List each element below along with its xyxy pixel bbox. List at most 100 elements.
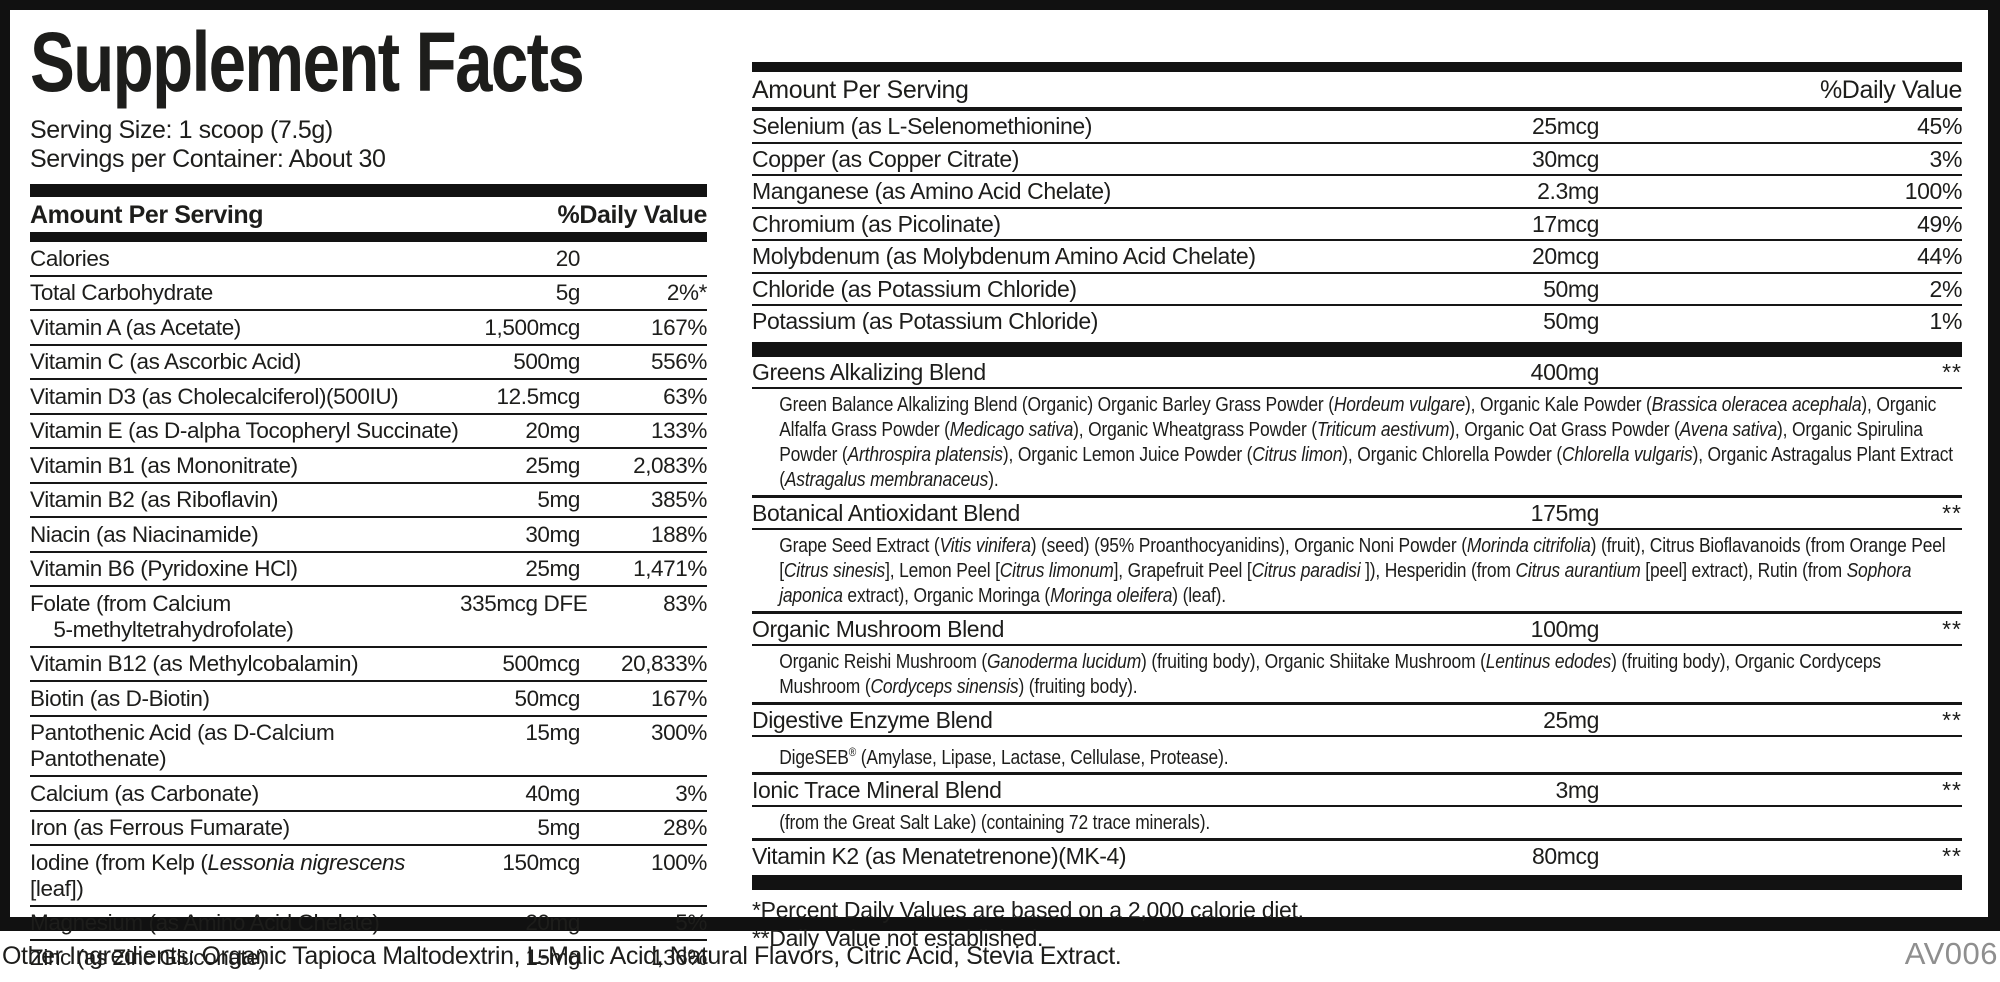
section-divider-bar [752,875,1962,891]
nutrient-daily-value: 2% [1929,275,1963,302]
nutrient-row: Magnesium (as Amino Acid Chelate) 20mg 5… [30,907,707,941]
nutrient-row: Biotin (as D-Biotin) 50mcg 167% [30,682,707,717]
right-table-header: Amount Per Serving %Daily Value [752,72,1962,107]
right-nutrient-table: Selenium (as L-Selenomethionine) 25mcg 4… [752,111,1962,337]
daily-value-label: %Daily Value [1819,76,1962,104]
nutrient-amount: 1,500mcg [484,314,580,340]
nutrient-row: Chloride (as Potassium Chloride) 50mg 2% [752,274,1963,306]
nutrient-name: Vitamin B2 (as Riboflavin) [30,487,279,512]
nutrient-row: Selenium (as L-Selenomethionine) 25mcg 4… [752,111,1962,144]
blend-daily-value: ** [1942,615,1962,642]
left-table-header: Amount Per Serving %Daily Value [30,197,707,232]
nutrient-amount: 17mcg [1531,210,1599,237]
nutrient-daily-value: 100% [651,849,707,875]
nutrient-daily-value: 167% [651,314,707,340]
blend-row: Botanical Antioxidant Blend 175mg ** [752,498,1962,530]
blend-name: Digestive Enzyme Blend [752,706,993,733]
nutrient-row: Vitamin E (as D-alpha Tocopheryl Succina… [30,415,707,449]
nutrient-row: Niacin (as Niacinamide) 30mg 188% [30,518,707,553]
blend-name: Greens Alkalizing Blend [752,358,986,385]
blend-description: (from the Great Salt Lake) (containing 7… [779,811,1211,835]
nutrient-daily-value: 83% [663,590,707,616]
nutrient-daily-value: 188% [651,521,707,547]
blend-section: Digestive Enzyme Blend 25mg ** DigeSEB® … [752,705,1962,776]
divider-bar [752,62,1962,72]
blend-section: Botanical Antioxidant Blend 175mg ** Gra… [752,498,1962,614]
nutrient-name: Vitamin E (as D-alpha Tocopheryl Succina… [30,418,459,443]
nutrient-amount: 15mg [525,720,580,745]
nutrient-row: Folate (from Calcium 5-methyltetrahydrof… [30,587,707,648]
nutrient-row: Molybdenum (as Molybdenum Amino Acid Che… [752,241,1962,274]
nutrient-daily-value: 49% [1917,210,1962,237]
nutrient-amount: 30mg [525,521,580,547]
nutrient-row: Vitamin C (as Ascorbic Acid) 500mg 556% [30,346,707,380]
nutrient-row: Vitamin A (as Acetate) 1,500mcg 167% [30,311,707,346]
nutrient-amount: 2.3mg [1537,178,1599,204]
nutrient-daily-value: 2%* [666,280,707,305]
blend-section: Greens Alkalizing Blend 400mg ** Green B… [752,357,1962,498]
blend-section: Organic Mushroom Blend 100mg ** Organic … [752,614,1962,705]
nutrient-row: Zinc (as Zinc Gluconate) 15mg 136% [30,941,707,974]
nutrient-amount: 20 [555,245,581,271]
nutrient-name: Biotin (as D-Biotin) [30,685,210,711]
nutrient-row: Vitamin B1 (as Mononitrate) 25mg 2,083% [30,449,707,484]
left-nutrient-table: Calories 20 Total Carbohydrate 5g 2%* Vi… [30,242,707,974]
nutrient-name: Calories [30,245,110,271]
blend-description: Grape Seed Extract (Vitis vinifera) (see… [779,533,1946,607]
bottom-strip: Other Ingredients: Organic Tapioca Malto… [0,936,2000,972]
nutrient-name: Potassium (as Potassium Chloride) [752,308,1098,334]
nutrient-daily-value: 300% [651,720,707,745]
blend-amount: 25mg [1543,706,1599,733]
nutrient-amount: 20mg [525,910,580,935]
nutrient-daily-value: 45% [1917,113,1962,139]
nutrient-row: Calories 20 [30,242,707,277]
nutrient-amount: 30mcg [1531,145,1599,172]
nutrient-amount: 25mcg [1531,113,1599,139]
blend-daily-value: ** [1942,843,1962,870]
nutrient-name: Vitamin B6 (Pyridoxine HCl) [30,556,298,581]
nutrient-amount: 50mcg [514,685,580,711]
blend-sections: Greens Alkalizing Blend 400mg ** Green B… [752,357,1962,872]
page-title: Supplement Facts [30,15,585,109]
divider-bar [30,184,707,197]
nutrient-row: Vitamin B2 (as Riboflavin) 5mg 385% [30,484,707,518]
nutrient-amount: 50mg [1543,308,1599,334]
blend-section: Ionic Trace Mineral Blend 3mg ** (from t… [752,775,1962,842]
nutrient-amount: 25mg [525,452,580,478]
divider-bar [30,232,707,242]
nutrient-daily-value: 133% [651,418,707,443]
nutrient-row: Manganese (as Amino Acid Chelate) 2.3mg … [752,176,1962,209]
nutrient-daily-value: 3% [675,780,707,806]
nutrient-amount: 20mg [525,418,580,443]
blend-amount: 175mg [1530,499,1600,526]
nutrient-row: Total Carbohydrate 5g 2%* [30,277,707,311]
blend-row: Organic Mushroom Blend 100mg ** [752,614,1962,646]
nutrient-row: Vitamin B12 (as Methylcobalamin) 500mcg … [30,648,707,682]
nutrient-daily-value: 63% [663,383,707,409]
nutrient-daily-value: 2,083% [633,452,707,478]
serving-size: Serving Size: 1 scoop (7.5g) [30,116,333,144]
blend-daily-value: ** [1942,777,1962,804]
nutrient-name: Vitamin C (as Ascorbic Acid) [30,349,301,374]
nutrient-row: Vitamin D3 (as Cholecalciferol)(500IU) 1… [30,380,707,415]
blend-row: Ionic Trace Mineral Blend 3mg ** [752,775,1962,808]
section-divider-bar [752,341,1962,357]
nutrient-daily-value: 44% [1917,243,1962,269]
other-ingredients: Other Ingredients: Organic Tapioca Malto… [2,942,1122,970]
blend-row: Digestive Enzyme Blend 25mg ** [752,705,1962,737]
nutrient-name: Chloride (as Potassium Chloride) [752,275,1077,302]
nutrient-amount: 5mg [537,487,580,512]
blend-row: Vitamin K2 (as Menatetrenone)(MK-4) 80mc… [752,841,1962,871]
nutrient-amount: 40mg [525,780,580,806]
nutrient-daily-value: 1% [1929,308,1963,334]
nutrient-name: Magnesium (as Amino Acid Chelate) [30,910,380,935]
blend-amount: 80mcg [1531,843,1599,870]
nutrient-name: Niacin (as Niacinamide) [30,521,259,547]
blend-name: Vitamin K2 (as Menatetrenone)(MK-4) [752,843,1127,870]
nutrient-name: Vitamin B1 (as Mononitrate) [30,452,298,478]
nutrient-row: Vitamin B6 (Pyridoxine HCl) 25mg 1,471% [30,553,707,587]
blend-amount: 3mg [1555,777,1599,804]
nutrient-row: Pantothenic Acid (as D-Calcium Pantothen… [30,717,707,777]
blend-description: Green Balance Alkalizing Blend (Organic)… [779,392,1953,491]
